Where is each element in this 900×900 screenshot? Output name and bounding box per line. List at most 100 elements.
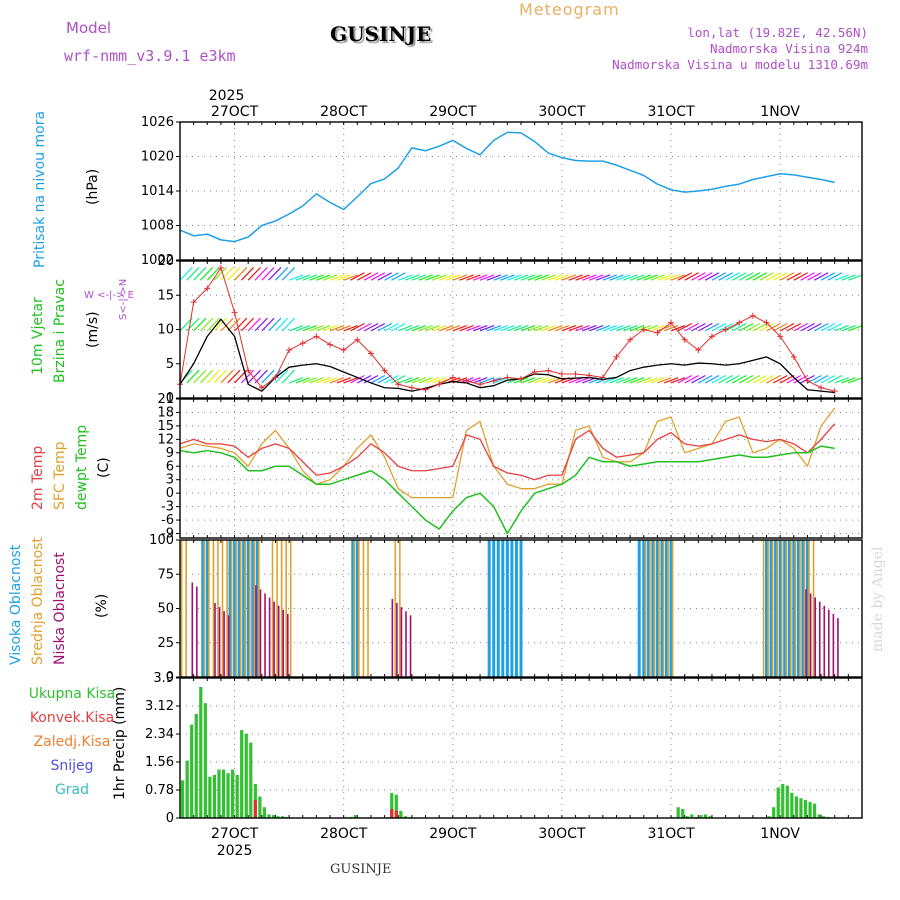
gust-marker [245, 367, 252, 374]
wind-arrow [691, 272, 706, 281]
gust-marker [313, 333, 320, 340]
grid-layer [176, 121, 863, 819]
wind-arrow [350, 272, 365, 281]
wind-arrow [398, 274, 413, 281]
y-tick-label: 10 [157, 323, 174, 338]
wind-arrow [752, 272, 768, 281]
wind-arrow [773, 322, 788, 332]
wind-arrow [779, 322, 795, 332]
pressure-title: Pritisak na nivou mora [32, 111, 48, 268]
wind-arrow [766, 322, 781, 332]
wind-arrow [227, 317, 241, 332]
wind-arrow [602, 325, 618, 332]
gust-marker [695, 347, 702, 354]
wind-arrow [411, 377, 427, 384]
precip-bar [767, 816, 771, 818]
day-label-bottom: 1NOV [760, 826, 800, 842]
gust-marker [327, 341, 334, 348]
gust-marker [299, 340, 306, 347]
wind-arrow [738, 322, 754, 332]
wind-arrow [786, 272, 802, 281]
y-tick-label: 100 [149, 533, 174, 548]
wind-arrow [247, 317, 261, 332]
wind-arrow [411, 274, 427, 281]
wind-arrow [452, 274, 467, 281]
gust-marker [518, 375, 524, 382]
wind-arrow [629, 325, 645, 332]
gust-marker [463, 377, 470, 384]
wind-arrow [425, 274, 440, 281]
wind-arrow [793, 272, 809, 281]
wind-arrow [670, 325, 686, 332]
wind-arrow [800, 322, 815, 332]
gust-marker [572, 371, 579, 378]
y-tick-label: 15 [157, 288, 174, 303]
sfc-temp-line [179, 407, 836, 499]
wind-arrow [738, 272, 754, 281]
wind-arrow [254, 267, 268, 281]
wind-arrow [206, 267, 220, 281]
conv-precip-bar [390, 809, 394, 818]
wind-arrow [493, 377, 508, 384]
wind-arrow [650, 325, 665, 332]
wind-title-2: Brzina i Pravac [52, 279, 68, 383]
wind-compass-vertical: S<-|->N [118, 279, 129, 320]
wind-arrow [186, 369, 200, 384]
wind-arrow [616, 274, 631, 281]
wind-arrow [711, 322, 727, 332]
precip-bar [794, 796, 798, 818]
y-tick-label: 1008 [141, 219, 174, 234]
wind-arrow [575, 325, 590, 332]
wind-arrow [213, 267, 227, 281]
precip-bar [799, 798, 803, 818]
wind-arrow [350, 322, 365, 332]
wind-arrow [582, 274, 597, 281]
precip-bar [403, 816, 407, 818]
wind-arrow [820, 272, 836, 281]
wind-arrow [459, 325, 474, 332]
wind-arrow [759, 322, 774, 332]
precip-bar [781, 783, 785, 818]
day-label-top: 27OCT [211, 104, 259, 120]
precip-bar [699, 815, 703, 818]
y-tick-label: 0 [166, 670, 174, 685]
wind-arrow [732, 375, 747, 384]
precip-bar [185, 760, 189, 818]
gust-marker [654, 329, 661, 336]
wind-arrow [582, 325, 597, 332]
wind-arrow [684, 272, 699, 281]
wind-arrow [206, 317, 220, 332]
y-tick-label: 6 [166, 459, 174, 474]
wind-arrow [295, 377, 311, 384]
wind-arrow [813, 272, 829, 281]
y-tick-label: 1.56 [145, 755, 174, 770]
wind-arrow [807, 272, 822, 281]
model-label: Model [66, 19, 112, 37]
wind-arrow [384, 272, 399, 281]
wind-arrow [677, 272, 693, 281]
y-tick-label: 75 [157, 567, 174, 582]
wind-arrow [438, 274, 454, 281]
panel-frame [179, 539, 863, 678]
wind-arrow [636, 274, 652, 281]
wind-arrow [316, 274, 331, 281]
wind-arrow [841, 377, 856, 384]
precip-bar [776, 787, 780, 818]
wind-arrow [445, 274, 461, 281]
y-tick-label: 0 [166, 391, 174, 406]
precip-bar [221, 769, 226, 818]
mid-cloud-label: Srednja Oblacnost [30, 537, 46, 665]
gust-marker [340, 347, 347, 354]
wind-arrow [527, 325, 543, 332]
wind-arrow [275, 369, 289, 384]
wind-arrow [275, 317, 289, 332]
temp2m-line [179, 423, 836, 481]
wind-arrow [479, 274, 495, 281]
wind-arrow [343, 325, 358, 332]
wind-arrow [629, 274, 645, 281]
wind-arrow [432, 274, 447, 281]
wind-arrow [377, 322, 392, 332]
wind-arrow [418, 325, 433, 332]
wind-arrow [432, 377, 447, 384]
wind-arrow [568, 274, 583, 281]
